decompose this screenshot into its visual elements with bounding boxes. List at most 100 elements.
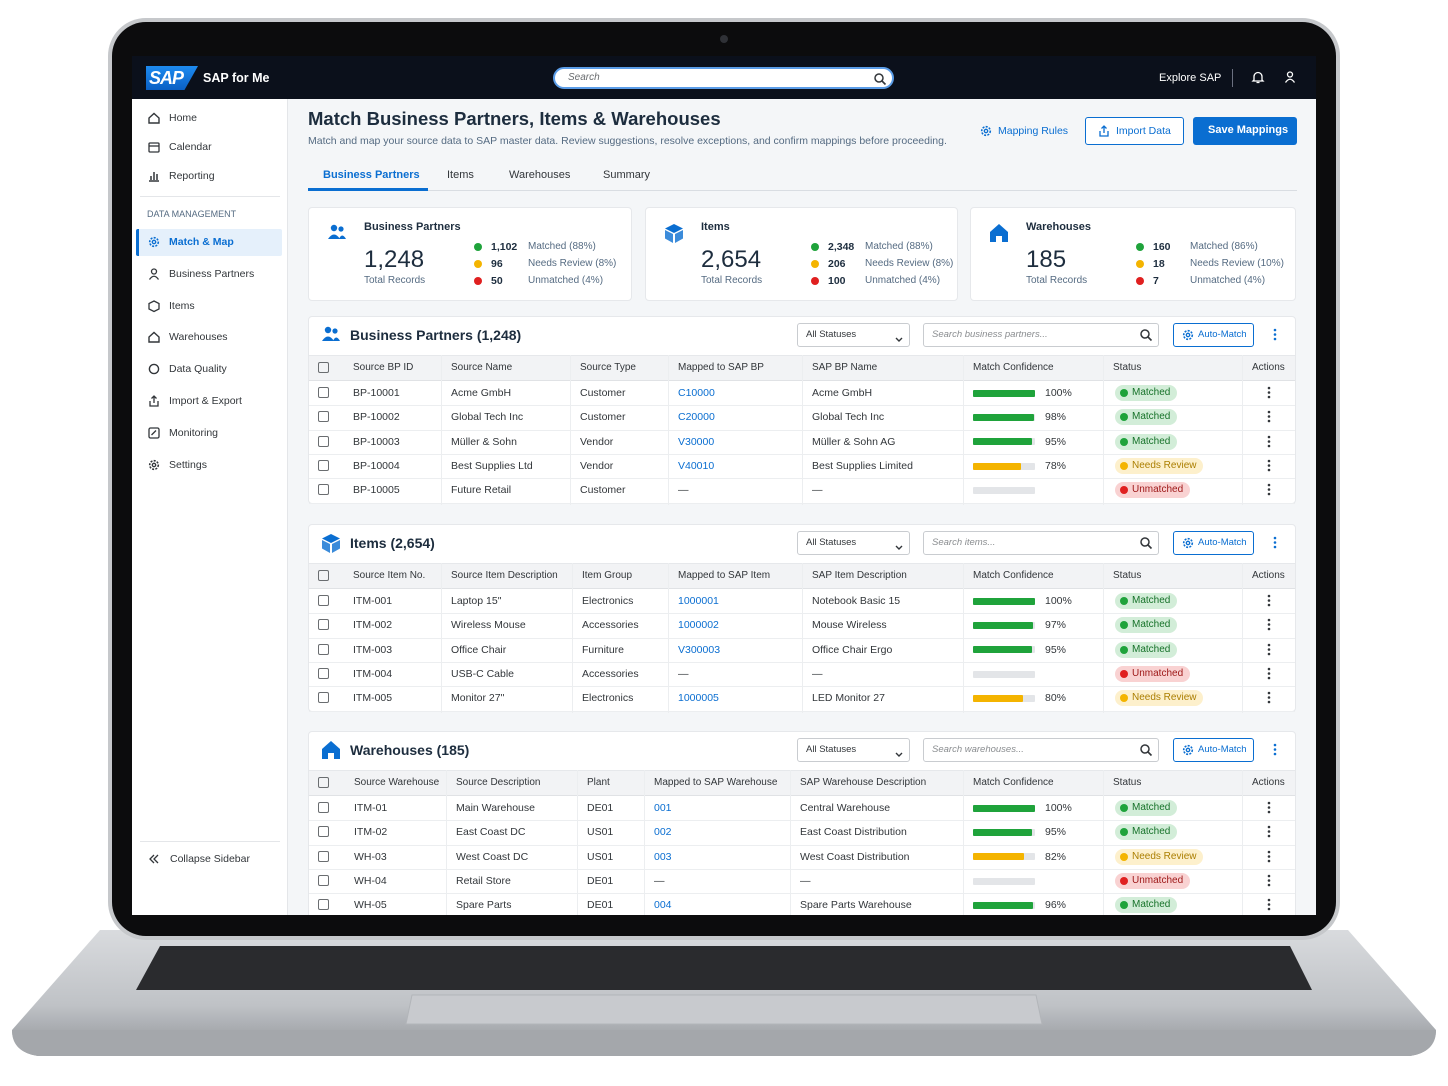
tab[interactable]: Business Partners (323, 169, 420, 181)
row-checkbox[interactable] (318, 484, 329, 496)
mapped-link[interactable]: V300003 (678, 643, 721, 656)
mapped-link[interactable]: 003 (654, 850, 672, 863)
user-icon[interactable] (1283, 70, 1297, 84)
column-header: SAP Item Description (812, 570, 907, 581)
row-actions[interactable] (1266, 874, 1272, 888)
mapped-link[interactable]: 004 (654, 899, 672, 912)
row-actions[interactable] (1266, 667, 1272, 681)
row-checkbox[interactable] (318, 619, 329, 631)
row-actions[interactable] (1266, 825, 1272, 839)
row-checkbox[interactable] (318, 850, 329, 862)
import-button[interactable]: Import Data (1085, 117, 1184, 145)
nav-item[interactable]: Calendar (169, 141, 212, 153)
more-icon-shape (1273, 752, 1277, 756)
row-checkbox[interactable] (318, 899, 329, 911)
row-checkbox[interactable] (318, 875, 329, 887)
row-checkbox[interactable] (318, 692, 329, 704)
collapse-sidebar[interactable]: Collapse Sidebar (170, 853, 250, 865)
row-checkbox[interactable] (318, 826, 329, 838)
row-actions-shape (1267, 899, 1271, 902)
row-checkbox[interactable] (318, 668, 329, 680)
more-icon[interactable] (1272, 743, 1278, 757)
row-actions[interactable] (1266, 435, 1272, 449)
mapped-link[interactable]: 1000002 (678, 619, 719, 632)
tab[interactable]: Items (447, 169, 474, 181)
row-actions[interactable] (1266, 801, 1272, 815)
status-filter[interactable]: All Statuses (797, 323, 910, 347)
nav-item[interactable]: Import & Export (169, 395, 242, 407)
row-actions[interactable] (1266, 386, 1272, 400)
save-button[interactable]: Save Mappings (1193, 117, 1297, 145)
row-actions[interactable] (1266, 691, 1272, 705)
nav-item[interactable]: Match & Map (169, 236, 234, 248)
auto-match-button[interactable]: Auto-Match (1173, 531, 1254, 555)
row-checkbox[interactable] (318, 435, 329, 447)
nav-item[interactable]: Data Quality (169, 363, 227, 376)
header-checkbox[interactable] (318, 570, 329, 581)
cell: Müller & Sohn AG (812, 435, 896, 448)
mapped-link[interactable]: V30000 (678, 435, 715, 448)
more-icon[interactable] (1272, 536, 1278, 550)
bell-icon[interactable] (1251, 70, 1265, 84)
nav-item[interactable]: Business Partners (169, 267, 255, 280)
table-search[interactable]: Search business partners... (923, 323, 1159, 347)
card-icon-shape (338, 226, 344, 232)
more-icon[interactable] (1272, 328, 1278, 342)
row-actions[interactable] (1266, 618, 1272, 632)
tab[interactable]: Warehouses (509, 169, 571, 181)
row-checkbox[interactable] (318, 387, 329, 399)
nav-icon-shape (149, 172, 159, 182)
row-actions-shape (1267, 594, 1271, 607)
nav-item[interactable]: Items (169, 299, 195, 312)
cell: Future Retail (451, 484, 512, 497)
explore-link[interactable]: Explore SAP (1159, 72, 1222, 84)
row-actions[interactable] (1266, 850, 1272, 864)
row-divider (309, 710, 1295, 712)
row-checkbox[interactable] (318, 595, 329, 607)
header-checkbox[interactable] (318, 362, 329, 373)
nav-item[interactable]: Monitoring (169, 426, 219, 439)
row-checkbox[interactable] (318, 411, 329, 423)
row-actions-shape (1267, 899, 1271, 911)
auto-match-button[interactable]: Auto-Match (1173, 323, 1254, 347)
status-filter[interactable]: All Statuses (797, 738, 910, 762)
mapped-link[interactable]: V40010 (678, 460, 715, 473)
table-search[interactable]: Search warehouses... (923, 738, 1159, 762)
row-actions-shape (1267, 667, 1271, 680)
row-actions[interactable] (1266, 459, 1272, 473)
mapped-link[interactable]: 001 (654, 802, 672, 815)
cell: US01 (587, 826, 614, 839)
mapped-link[interactable]: 1000005 (678, 692, 719, 705)
mapped-link[interactable]: 1000001 (678, 595, 719, 608)
cell: East Coast Distribution (800, 826, 907, 839)
mapped-link[interactable]: C20000 (678, 411, 715, 424)
row-checkbox[interactable] (318, 643, 329, 655)
mapped-link[interactable]: C10000 (678, 387, 715, 400)
status-filter[interactable]: All Statuses (797, 531, 910, 555)
row-actions[interactable] (1266, 594, 1272, 608)
search-icon-shape (1140, 744, 1153, 757)
row-checkbox[interactable] (318, 802, 329, 814)
row-actions[interactable] (1266, 643, 1272, 657)
row-actions[interactable] (1266, 483, 1272, 497)
row-actions[interactable] (1266, 410, 1272, 424)
nav-item[interactable]: Home (169, 112, 198, 124)
page-subtitle: Match and map your source data to SAP ma… (308, 135, 947, 147)
tab[interactable]: Summary (603, 169, 651, 181)
mapping-rules-link[interactable]: Mapping Rules (998, 125, 1069, 137)
nav-item[interactable]: Reporting (169, 170, 215, 182)
cell: Best Supplies Ltd (451, 460, 533, 473)
auto-match-button[interactable]: Auto-Match (1173, 738, 1254, 762)
cell: Global Tech Inc (812, 411, 885, 424)
row-checkbox[interactable] (318, 460, 329, 472)
row-actions[interactable] (1266, 898, 1272, 912)
row-actions-shape (1267, 874, 1271, 887)
table-search[interactable]: Search items... (923, 531, 1159, 555)
header-checkbox[interactable] (318, 777, 329, 788)
collapse-icon[interactable] (147, 852, 161, 866)
global-search[interactable]: Search (553, 67, 894, 89)
nav-item[interactable]: Warehouses (169, 331, 228, 344)
mapped-link[interactable]: 002 (654, 826, 672, 839)
row-actions-shape (1267, 411, 1271, 423)
nav-item[interactable]: Settings (169, 458, 207, 471)
